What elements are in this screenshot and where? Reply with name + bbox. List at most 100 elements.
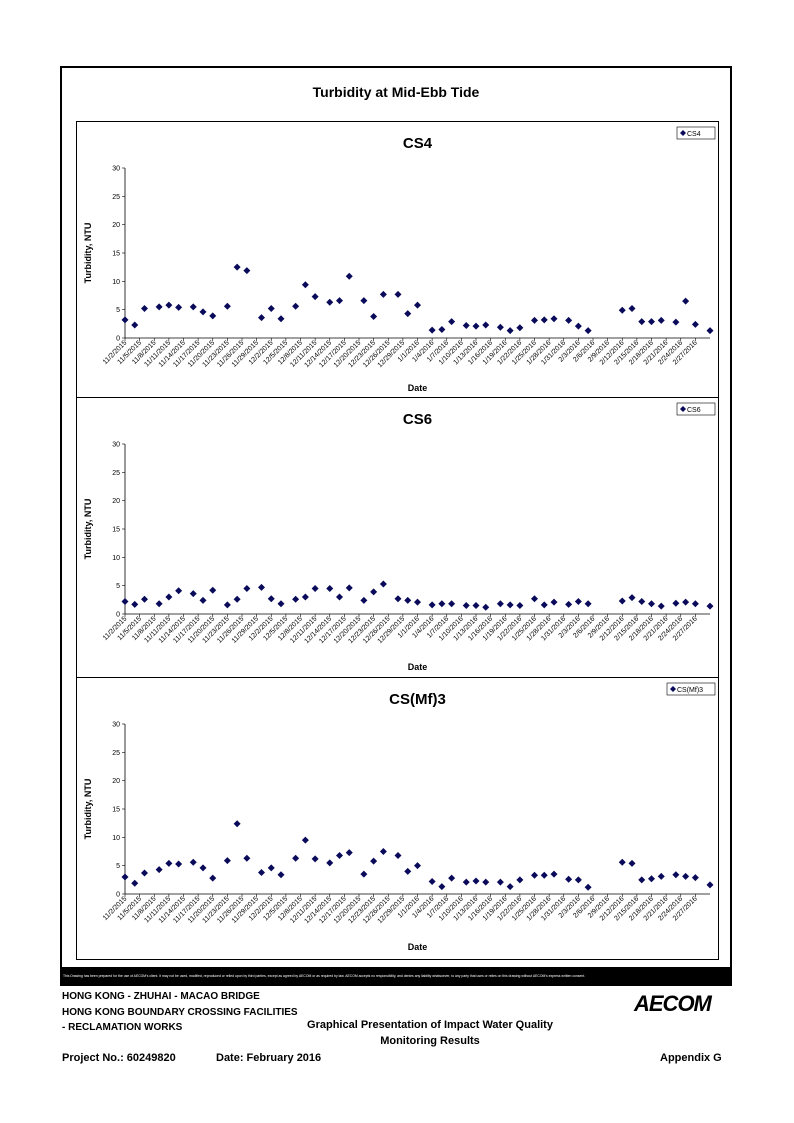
chart-csmf3-data-point <box>175 860 183 868</box>
chart-cs6-y-tick-label: 15 <box>112 527 120 534</box>
chart-csmf3-data-point <box>448 874 456 882</box>
chart-csmf3-data-point <box>301 836 309 844</box>
chart-cs4-legend: CS4 <box>676 126 716 140</box>
chart-csmf3-y-tick-label: 10 <box>112 835 120 842</box>
chart-cs4-data-point <box>370 312 378 320</box>
chart-cs4-data-point <box>233 263 241 271</box>
chart-cs4-data-point <box>472 322 480 330</box>
drawing-title-line2: Monitoring Results <box>380 1035 480 1047</box>
aecom-logo: AECOM <box>634 991 712 1016</box>
chart-cs4-data-point <box>141 305 148 313</box>
chart-cs6-data-point <box>155 600 163 608</box>
chart-csmf3-data-point <box>141 869 148 877</box>
chart-csmf3-legend-box <box>666 682 716 696</box>
chart-cs6-data-point <box>691 600 699 608</box>
chart-cs6-data-point <box>574 598 582 606</box>
chart-cs6-data-point <box>311 585 319 592</box>
chart-cs6-data-point <box>565 600 573 608</box>
chart-csmf3-data-point <box>223 857 231 865</box>
chart-cs4-data-point <box>428 326 436 334</box>
chart-csmf3-data-point <box>648 875 655 883</box>
chart-csmf3-data-point <box>394 851 402 859</box>
chart-cs6-data-point <box>672 599 680 607</box>
chart-cs4-data-point <box>584 327 592 335</box>
chart-csmf3-data-point <box>258 868 265 876</box>
chart-cs4-data-point <box>438 326 446 333</box>
chart-csmf3-data-point <box>360 870 368 878</box>
chart-cs4-data-point <box>565 316 573 324</box>
chart-cs6-data-point <box>682 598 690 606</box>
chart-cs6-y-tick-label: 20 <box>112 498 120 505</box>
chart-cs4-y-tick-label: 5 <box>116 307 120 314</box>
chart-cs4-data-point <box>574 322 582 330</box>
chart-cs4-data-point <box>618 306 626 314</box>
chart-cs6-data-point <box>209 586 217 594</box>
chart-csmf3-data-point <box>233 820 241 828</box>
chart-cs6-x-axis-label: Date <box>408 662 428 672</box>
chart-cs6-data-point <box>438 600 446 608</box>
chart-csmf3-data-point <box>438 883 446 891</box>
chart-cs4-legend-marker <box>680 130 686 136</box>
chart-cs6-data-point <box>584 600 592 608</box>
chart-cs4-data-point <box>379 290 387 298</box>
chart-cs6-data-point <box>360 596 368 604</box>
chart-cs4-data-point <box>506 327 514 335</box>
chart-csmf3-data-point <box>462 878 470 886</box>
chart-svg-cs4: CS4CS405101520253011/2/201511/5/201511/8… <box>83 126 716 393</box>
chart-csmf3-data-point <box>414 862 421 870</box>
chart-csmf3-data-point <box>199 864 207 872</box>
chart-cs4-data-point <box>691 320 699 328</box>
chart-svg-csmf3: CS(Mf)3CS(Mf)305101520253011/2/201511/5/… <box>83 682 716 952</box>
chart-csmf3-legend-marker <box>670 686 676 692</box>
chart-cs4-data-point <box>516 324 524 332</box>
disclaimer-bar: This Drawing has been prepared for the u… <box>60 967 732 986</box>
chart-cs6-data-point <box>462 602 470 609</box>
chart-csmf3-data-point <box>121 873 129 881</box>
chart-cs4-y-tick-label: 15 <box>112 251 120 258</box>
chart-csmf3-y-tick-label: 0 <box>116 892 120 899</box>
chart-cs4-data-point <box>131 321 139 329</box>
chart-cs4-data-point <box>706 327 714 335</box>
project-name-line2: HONG KONG BOUNDARY CROSSING FACILITIES <box>62 1007 298 1018</box>
chart-cs6-data-point <box>628 594 636 602</box>
chart-cs6-legend-marker <box>680 406 686 412</box>
chart-cs4-data-point <box>531 316 538 324</box>
chart-csmf3-data-point <box>336 851 343 859</box>
chart-cs4-y-tick-label: 10 <box>112 279 120 286</box>
chart-cs4-data-point <box>223 302 231 310</box>
chart-cs6-data-point <box>370 588 378 596</box>
chart-cs6-y-tick-label: 25 <box>112 470 120 477</box>
chart-csmf3-data-point <box>706 881 714 889</box>
chart-cs6-data-point <box>326 585 334 592</box>
chart-csmf3-data-point <box>584 883 592 891</box>
chart-csmf3-data-point <box>657 872 665 880</box>
chart-cs6-data-point <box>121 598 129 606</box>
chart-cs6-data-point <box>506 601 514 609</box>
chart-cs4-data-point <box>672 318 680 326</box>
chart-cs6-data-point <box>267 595 275 603</box>
chart-cs4-data-point <box>277 315 285 323</box>
chart-csmf3-data-point <box>638 876 646 884</box>
chart-cs6-data-point <box>379 580 387 588</box>
chart-cs6-title: CS6 <box>403 411 432 428</box>
chart-cs6-data-point <box>131 600 139 608</box>
chart-cs4-y-tick-label: 30 <box>112 166 120 173</box>
chart-cs6-legend: CS6 <box>676 402 716 416</box>
chart-cs6-data-point <box>233 595 241 603</box>
chart-cs4-title: CS4 <box>403 135 433 152</box>
chart-csmf3-data-point <box>131 879 139 887</box>
chart-cs4-data-point <box>414 301 421 309</box>
chart-cs4-data-point <box>155 303 163 311</box>
chart-cs4-data-point <box>462 322 470 330</box>
chart-cs6-data-point <box>141 595 148 603</box>
chart-cs6-data-point <box>199 596 207 604</box>
chart-cs6-data-point <box>706 602 714 610</box>
chart-csmf3-data-point <box>404 867 412 875</box>
chart-cs4-data-point <box>258 314 265 322</box>
chart-csmf3-data-point <box>379 848 387 855</box>
chart-cs6-data-point <box>472 602 480 609</box>
chart-csmf3-data-point <box>531 871 538 879</box>
chart-cs4-data-point <box>682 297 690 305</box>
chart-cs6-data-point <box>165 593 173 601</box>
chart-panel-csmf3: CS(Mf)3 CS(Mf)3 0 5 10 15 20 25 30 11/2/2015 11/5/… <box>76 677 719 960</box>
